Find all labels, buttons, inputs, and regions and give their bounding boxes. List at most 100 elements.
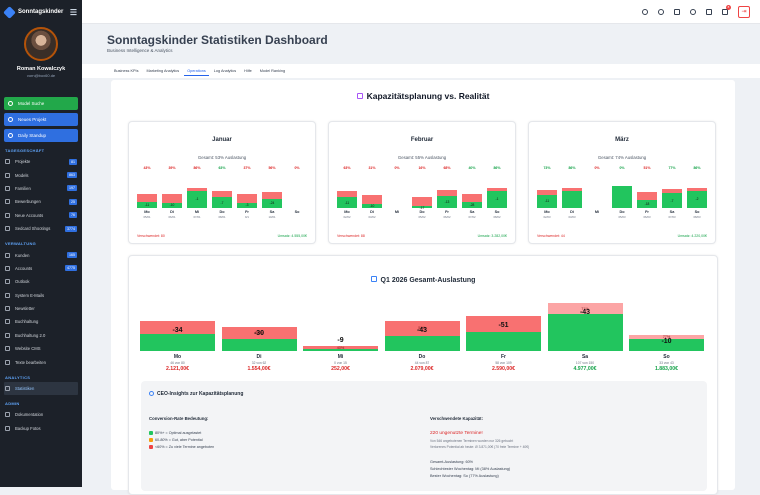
sidebar-item[interactable]: Buchhaltung 2.0 (0, 329, 82, 342)
sidebar-item[interactable]: Buchhaltung (0, 315, 82, 328)
day-percent: 77% (668, 166, 676, 170)
sidebar-item[interactable]: Newsletter (0, 302, 82, 315)
daily-standup-button[interactable]: Daily Standup (4, 129, 78, 142)
unbooked-segment: 71% (547, 303, 623, 315)
day-percent: 37% (243, 166, 251, 170)
q1-bar: 77% (629, 335, 704, 351)
booked-segment: -1 (187, 190, 207, 208)
sidebar-item[interactable]: Outlook (0, 275, 82, 288)
sidebar-item[interactable]: Sedcard Shootings 3774 (0, 222, 82, 235)
day-percent: 86% (493, 166, 501, 170)
booked-segment (612, 186, 632, 208)
day-bar: -10 (162, 194, 182, 208)
nav-icon (5, 319, 10, 325)
unbooked-segment (337, 190, 357, 198)
search-icon (8, 101, 13, 106)
avatar[interactable] (24, 27, 58, 61)
q1-day-count: 46 von 80 (170, 361, 185, 365)
q1-revenue: 2.079,00€ (410, 366, 434, 372)
sidebar-item[interactable]: Dokumentation (0, 408, 82, 421)
day-percent: 51% (643, 166, 651, 170)
count-badge: 76 (69, 212, 77, 219)
plus-icon (8, 117, 13, 122)
q1-percent: 71% (581, 306, 589, 311)
hamburger-icon[interactable]: ☰ (69, 7, 77, 17)
day-percent: 39% (168, 166, 176, 170)
sidebar-item[interactable]: Neue Accounts 76 (0, 209, 82, 222)
sidebar-item[interactable]: Bewerbungen 25 (0, 195, 82, 208)
day-percent: 68% (443, 166, 451, 170)
bar-value: -10 (169, 203, 175, 208)
day-date: 08/03 (693, 215, 701, 219)
day-label: Mi (594, 210, 600, 214)
unbooked-segment (187, 187, 207, 191)
day-bar: -13 (437, 190, 457, 208)
sidebar-item[interactable]: Accounts 4775 (0, 262, 82, 275)
day-date: 07/01 (193, 215, 201, 219)
q1-delta: -9 (337, 337, 344, 344)
nav-icon (5, 212, 10, 218)
day-percent: 56% (268, 166, 276, 170)
page-header: Sonntagskinder Statistiken Dashboard Bus… (82, 24, 760, 64)
sidebar-item-label: Buchhaltung (15, 319, 39, 325)
inbox-icon[interactable] (674, 8, 680, 15)
sidebar-item[interactable]: Models 863 (0, 168, 82, 181)
sidebar-item[interactable]: Projekte 81 (0, 155, 82, 168)
sidebar-section-title: VERWALTUNG (5, 241, 37, 247)
day-date: 06/01 (168, 215, 176, 219)
sidebar-item[interactable]: Website CMS (0, 342, 82, 355)
q1-bar: 52% (221, 327, 297, 351)
legend-item: 80%+ = Optimal ausgelastet (149, 431, 201, 435)
tab-item[interactable]: Marketing Analytics (146, 69, 180, 73)
q1-day-count: 33 von 43 (659, 361, 674, 365)
clock-icon[interactable] (642, 8, 648, 15)
unbooked-segment (237, 194, 257, 203)
new-project-button[interactable]: Neues Projekt (4, 113, 78, 126)
day-date: 05/01 (143, 215, 151, 219)
sidebar-item[interactable]: Texte bearbeiten (0, 355, 82, 368)
sidebar-item[interactable]: Kunden 165 (0, 248, 82, 261)
search-icon[interactable] (690, 8, 696, 15)
sidebar-item[interactable]: Statistiken (4, 381, 78, 396)
unbooked-segment (487, 187, 507, 191)
legend-text: 60-80% = Gut, aber Potential (155, 438, 203, 442)
waste-line-2: Verlorenes Potential ab heute: Ø 3.871,0… (430, 445, 530, 449)
gear-icon[interactable] (658, 8, 664, 15)
tab-item[interactable]: Business KPIs (114, 69, 139, 73)
bar-value: -17 (419, 205, 425, 210)
page-subtitle: Business Intelligence & Analytics (107, 48, 173, 53)
q1-bar (140, 321, 215, 351)
tab-item[interactable]: Model Ranking (259, 69, 286, 73)
logo-icon (3, 5, 16, 19)
day-bar: -11 (537, 189, 557, 208)
logout-button[interactable]: ⇥ (738, 5, 750, 18)
topbar: 8 ⇥ (82, 0, 760, 24)
q1-day-count: 58 von 109 (495, 361, 512, 365)
unbooked-segment (162, 194, 182, 203)
unbooked-segment (462, 193, 482, 203)
revenue-label: Umsatz: 4.555,00€ (277, 234, 307, 238)
booked-segment: -13 (437, 195, 457, 208)
day-date: 03/02 (368, 215, 376, 219)
tab-item[interactable]: Operations (184, 66, 209, 76)
q1-day-count: 107 von 150 (575, 361, 595, 365)
unbooked-segment (140, 321, 215, 334)
bar-value: -18 (644, 202, 650, 207)
model-search-button[interactable]: Model Suche (4, 97, 78, 110)
count-badge: 165 (67, 252, 77, 259)
sidebar-item[interactable]: Familien 197 (0, 182, 82, 195)
sidebar-item[interactable]: Backup Fotos (0, 422, 82, 435)
day-label: Mo (344, 210, 350, 214)
tab-item[interactable]: Hilfe (244, 69, 252, 73)
month-card: Februar Gesamt: 55% Auslastung 63% -11 Mo 02/… (328, 121, 516, 244)
q1-bar: 71% (547, 303, 623, 351)
tab-item[interactable]: Log Analytics (213, 69, 237, 73)
q1-title: Q1 2026 Gesamt-Auslastung (129, 276, 717, 284)
sidebar-item[interactable]: System E-Mails (0, 289, 82, 302)
fullscreen-icon[interactable] (706, 8, 712, 15)
day-percent: 40% (468, 166, 476, 170)
unbooked-segment (212, 190, 232, 198)
q1-delta: -30 (253, 330, 265, 337)
bell-icon[interactable]: 8 (722, 4, 731, 15)
page-title: Sonntagskinder Statistiken Dashboard (107, 33, 328, 47)
